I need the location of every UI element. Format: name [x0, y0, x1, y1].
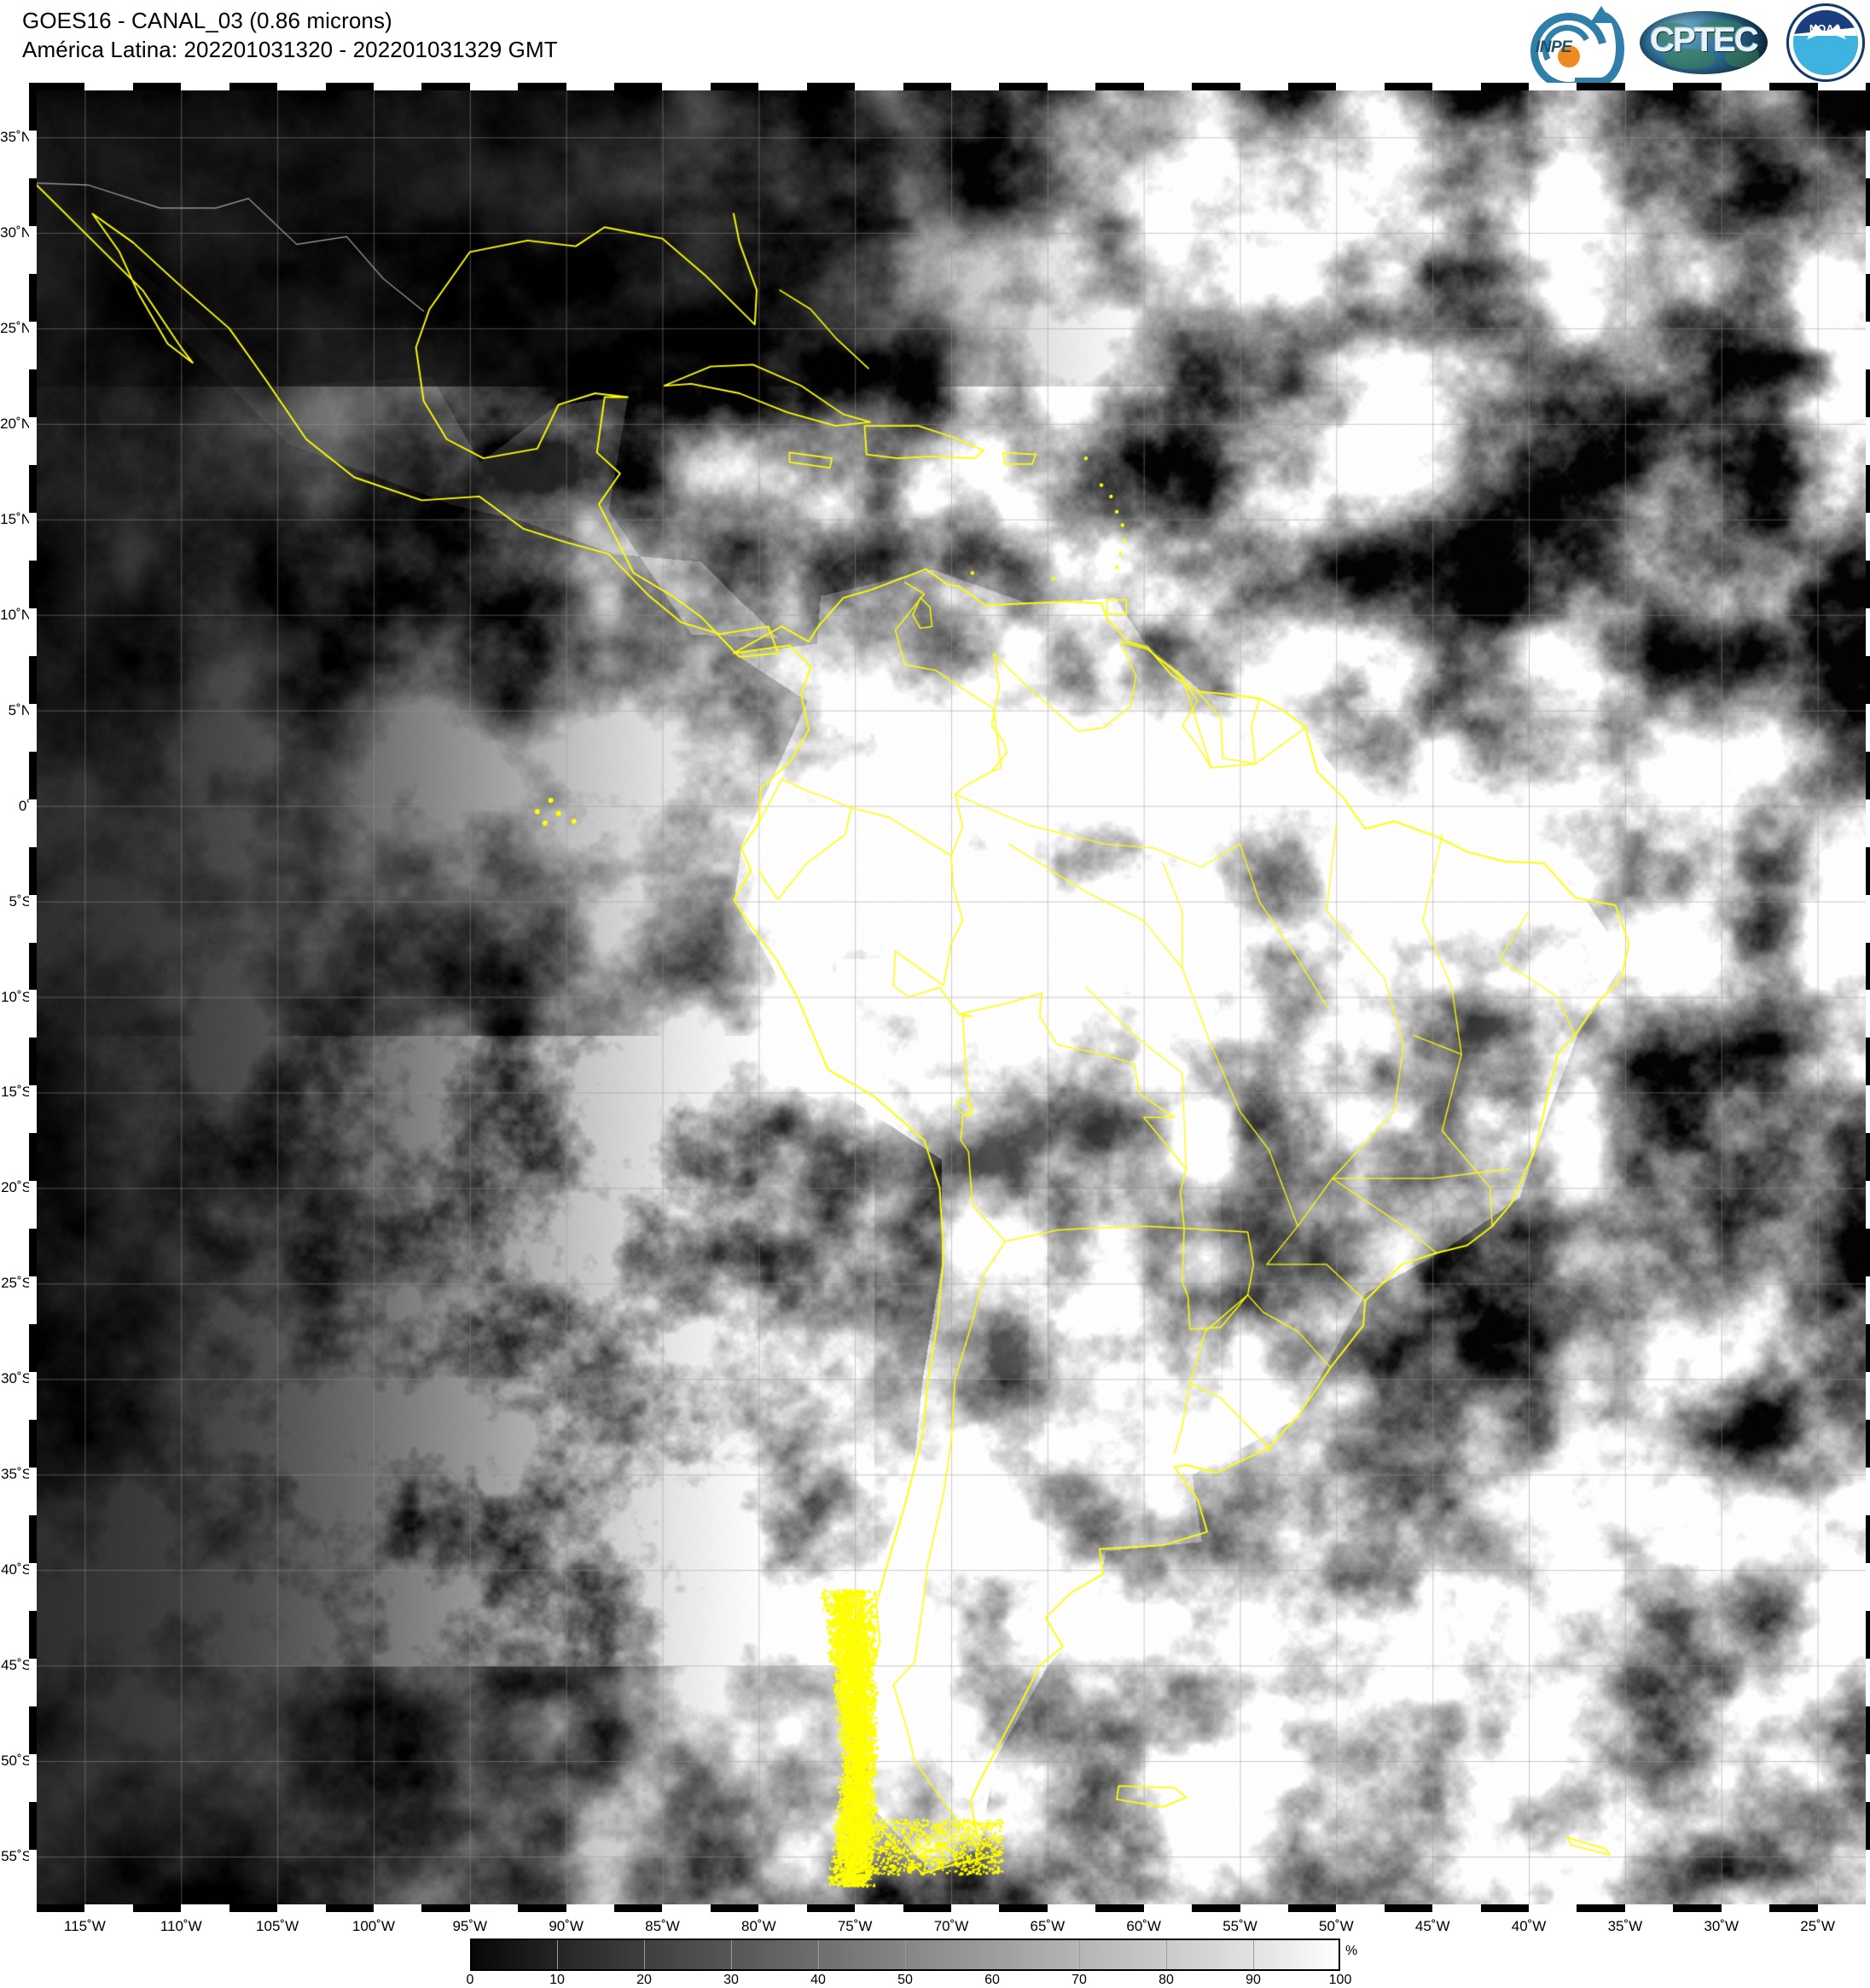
colorbar-tick-7 — [1079, 1940, 1080, 1969]
colorbar-tick-8 — [1166, 1940, 1167, 1969]
title-block: GOES16 - CANAL_03 (0.86 microns) América… — [22, 7, 558, 65]
colorbar-tick-9 — [1253, 1940, 1254, 1969]
lon-tick-15: 40˚W — [1511, 1918, 1547, 1934]
lat-tick-10: 15˚S — [1, 1084, 32, 1101]
colorbar-tick-3 — [731, 1940, 732, 1969]
noaa-ring — [1786, 3, 1865, 82]
lon-tick-14: 45˚W — [1414, 1918, 1450, 1934]
lat-tick-8: 5˚S — [9, 892, 32, 910]
lon-tick-2: 105˚W — [256, 1918, 299, 1934]
map-frame-top — [37, 83, 1866, 90]
header: GOES16 - CANAL_03 (0.86 microns) América… — [0, 0, 1870, 105]
colorbar-tick-label-0: 0 — [466, 1973, 474, 1987]
lat-tick-9: 10˚S — [1, 988, 32, 1005]
colorbar-tick-6 — [992, 1940, 993, 1969]
product-title: GOES16 - CANAL_03 (0.86 microns) — [22, 8, 392, 33]
globe-icon — [1640, 11, 1768, 74]
lat-tick-17: 50˚S — [1, 1753, 32, 1770]
colorbar-unit-label: % — [1345, 1944, 1358, 1958]
logo-group: INPE CPTEC NOAA — [1515, 0, 1865, 105]
lat-tick-6: 5˚N — [8, 701, 32, 718]
product-subtitle: América Latina: 202201031320 - 202201031… — [22, 36, 558, 62]
lon-tick-9: 70˚W — [933, 1918, 969, 1934]
lon-tick-13: 50˚W — [1319, 1918, 1354, 1934]
lon-tick-0: 115˚W — [64, 1918, 106, 1934]
colorbar-tick-2 — [644, 1940, 645, 1969]
lat-tick-14: 35˚S — [1, 1466, 32, 1483]
colorbar-tick-label-2: 20 — [636, 1973, 652, 1987]
lon-tick-12: 55˚W — [1222, 1918, 1257, 1934]
colorbar-tick-label-6: 60 — [984, 1973, 1000, 1987]
colorbar-tick-1 — [557, 1940, 558, 1969]
lat-tick-18: 55˚S — [1, 1848, 32, 1865]
lon-tick-16: 35˚W — [1607, 1918, 1643, 1934]
colorbar-tick-label-9: 90 — [1246, 1973, 1261, 1987]
colorbar-tick-label-1: 10 — [549, 1973, 565, 1987]
lat-tick-11: 20˚S — [1, 1179, 32, 1196]
map-frame-left — [29, 83, 37, 1912]
colorbar-tick-4 — [818, 1940, 819, 1969]
colorbar-tick-label-7: 70 — [1071, 1973, 1087, 1987]
noaa-logo: NOAA — [1786, 3, 1865, 82]
colorbar-tick-label-5: 50 — [897, 1973, 913, 1987]
lat-tick-1: 30˚N — [0, 224, 32, 241]
lon-tick-11: 60˚W — [1126, 1918, 1161, 1934]
lat-tick-16: 45˚S — [1, 1657, 32, 1674]
colorbar-tick-label-4: 40 — [810, 1973, 826, 1987]
lat-tick-15: 40˚S — [1, 1561, 32, 1578]
noaa-wordmark: NOAA — [1809, 22, 1843, 35]
lon-tick-10: 65˚W — [1030, 1918, 1066, 1934]
lat-tick-0: 35˚N — [0, 128, 32, 145]
lon-tick-3: 100˚W — [351, 1918, 395, 1934]
inpe-swoosh-icon — [1575, 11, 1624, 86]
lat-tick-3: 20˚N — [0, 415, 32, 432]
map-frame-right — [1866, 83, 1870, 1912]
lon-tick-4: 95˚W — [452, 1918, 488, 1934]
lon-tick-5: 90˚W — [549, 1918, 584, 1934]
colorbar-tick-5 — [905, 1940, 906, 1969]
lat-tick-12: 25˚S — [1, 1275, 32, 1292]
lon-tick-8: 75˚W — [837, 1918, 873, 1934]
lon-tick-18: 25˚W — [1800, 1918, 1835, 1934]
colorbar-legend: % 0 10 20 30 40 50 60 70 80 90 100 — [466, 1939, 1357, 1987]
cptec-logo: CPTEC — [1640, 6, 1768, 79]
colorbar-tick-label-8: 80 — [1159, 1973, 1174, 1987]
lon-tick-6: 85˚W — [645, 1918, 680, 1934]
lat-tick-13: 30˚S — [1, 1370, 32, 1387]
lon-tick-1: 110˚W — [160, 1918, 202, 1934]
lat-tick-2: 25˚N — [0, 319, 32, 336]
lat-tick-4: 15˚N — [0, 510, 32, 527]
lon-tick-7: 80˚W — [741, 1918, 776, 1934]
satellite-image-canvas[interactable] — [37, 90, 1866, 1904]
colorbar-tick-label-10: 100 — [1328, 1973, 1352, 1987]
lon-tick-17: 30˚W — [1704, 1918, 1739, 1934]
lat-tick-5: 10˚N — [0, 606, 32, 623]
lat-tick-7: 0˚ — [18, 797, 32, 814]
satellite-map[interactable] — [37, 90, 1866, 1904]
inpe-arrow-icon — [1590, 6, 1612, 23]
inpe-dot-icon — [1558, 45, 1580, 67]
inpe-wordmark: INPE — [1536, 38, 1572, 56]
colorbar-tick-label-3: 30 — [723, 1973, 739, 1987]
map-frame-bottom — [37, 1904, 1866, 1912]
inpe-logo: INPE — [1515, 0, 1624, 105]
cptec-wordmark: CPTEC — [1650, 21, 1759, 59]
